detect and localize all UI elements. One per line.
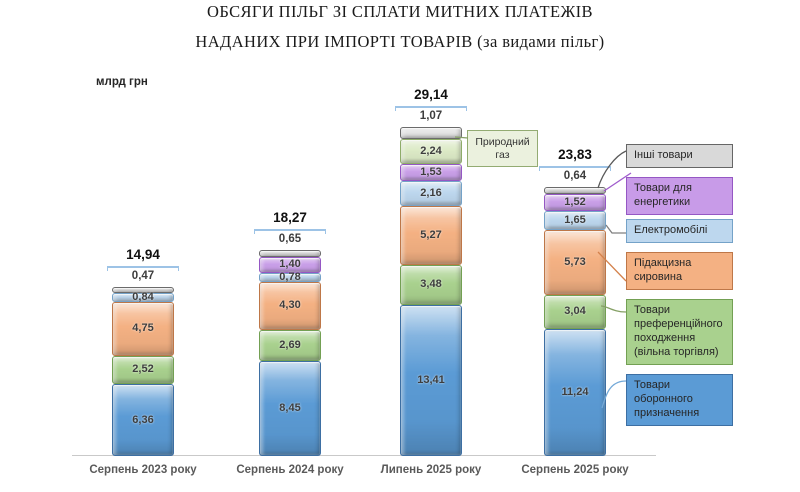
segment-value-label: 1,40 [279,258,301,271]
x-axis-line [72,455,656,456]
bar-segment-defense: 6,36 [112,384,174,456]
legend-item-excise: Підакцизна сировина [626,252,733,290]
other-goods-value-label: 0,65 [278,232,302,245]
bar-segment-defense: 11,24 [544,329,606,456]
bar-segment-other [544,187,606,195]
legend-item-energy: Товари для енергетики [626,177,733,215]
segment-value-label: 13,41 [417,373,445,386]
bar-segment-energy: 1,40 [259,257,321,273]
segment-value-label: 3,04 [564,305,586,318]
bar-segment-preferential: 2,69 [259,330,321,361]
bar-total-label: 23,83 [558,147,592,163]
segment-value-label: 11,24 [561,386,589,398]
axis-unit-label: млрд грн [96,76,148,88]
segment-value-label: 5,73 [564,255,586,268]
bar-total-label: 18,27 [273,209,307,225]
other-goods-value-label: 0,47 [131,270,155,283]
total-bracket [254,228,326,234]
bar-segment-ev: 2,16 [400,181,462,206]
bar-segment-preferential: 2,52 [112,355,174,385]
natural-gas-callout: Природний газ [467,130,538,167]
other-goods-value-label: 0,64 [563,170,587,183]
segment-value-label: 8,45 [279,401,301,414]
category-label: Липень 2025 року [380,464,482,476]
segment-value-label: 0,78 [279,270,301,283]
category-label: Серпень 2025 року [521,464,629,476]
category-label: Серпень 2023 року [89,464,197,476]
legend-item-defense: Товари оборонного призначення [626,374,733,426]
segment-value-label: 4,30 [279,299,301,312]
bar-segment-ev: 0,78 [259,270,321,283]
legend-item-ev: Електромобілі [626,219,733,243]
category-label: Серпень 2024 року [236,464,344,476]
segment-value-label: 1,65 [564,214,586,227]
bar-segment-defense: 13,41 [400,304,462,456]
other-goods-value-label: 1,07 [419,109,443,122]
chart-title-line-1: ОБСЯГИ ПІЛЬГ ЗІ СПЛАТИ МИТНИХ ПЛАТЕЖІВ [207,2,593,21]
bar-segment-excise: 5,27 [400,205,462,266]
stacked-bar-3: 2,24 1,53 2,16 5,27 3,48 13,41 [400,126,462,456]
bar-segment-preferential: 3,48 [400,265,462,305]
segment-value-label: 2,24 [420,145,442,157]
bar-segment-other [400,126,462,139]
bar-total-label: 14,94 [126,247,160,263]
stacked-bar-2: 1,40 0,78 4,30 2,69 8,45 [259,249,321,456]
total-bracket [107,266,179,272]
segment-value-label: 4,75 [132,322,154,335]
bar-segment-energy: 1,53 [400,164,462,182]
segment-value-label: 1,53 [420,166,442,179]
segment-value-label: 0,84 [132,290,154,303]
bar-segment-preferential: 3,04 [544,294,606,330]
bar-segment-defense: 8,45 [259,360,321,456]
segment-value-label: 6,36 [132,413,154,426]
bar-segment-excise: 5,73 [544,230,606,295]
bar-segment-excise: 4,30 [259,281,321,331]
segment-value-label: 5,27 [420,229,442,242]
chart-title-line-2: НАДАНИХ ПРИ ІМПОРТІ ТОВАРІВ (за видами п… [195,31,605,51]
bar-segment-ev: 1,65 [544,211,606,231]
bar-total-label: 29,14 [414,86,448,102]
chart-title: ОБСЯГИ ПІЛЬГ ЗІ СПЛАТИ МИТНИХ ПЛАТЕЖІВ Н… [0,2,800,63]
total-bracket [395,105,467,111]
legend-item-other: Інші товари [626,144,733,168]
segment-value-label: 2,16 [420,187,442,200]
stacked-bar-1: 0,84 4,75 2,52 6,36 [112,287,174,456]
segment-value-label: 1,52 [564,196,586,209]
stacked-bar-4: 1,52 1,65 5,73 3,04 11,24 [544,187,606,456]
bar-segment-ev: 0,84 [112,290,174,303]
segment-value-label: 3,48 [420,278,442,291]
bar-segment-energy: 1,52 [544,194,606,212]
segment-value-label: 2,52 [132,363,154,376]
segment-value-label: 2,69 [279,338,301,351]
bar-segment-other [112,287,174,293]
bar-segment-other [259,249,321,258]
bar-segment-excise: 4,75 [112,302,174,356]
legend-item-preferential: Товари преференційного походження (вільн… [626,299,733,365]
bar-segment-gas: 2,24 [400,138,462,165]
